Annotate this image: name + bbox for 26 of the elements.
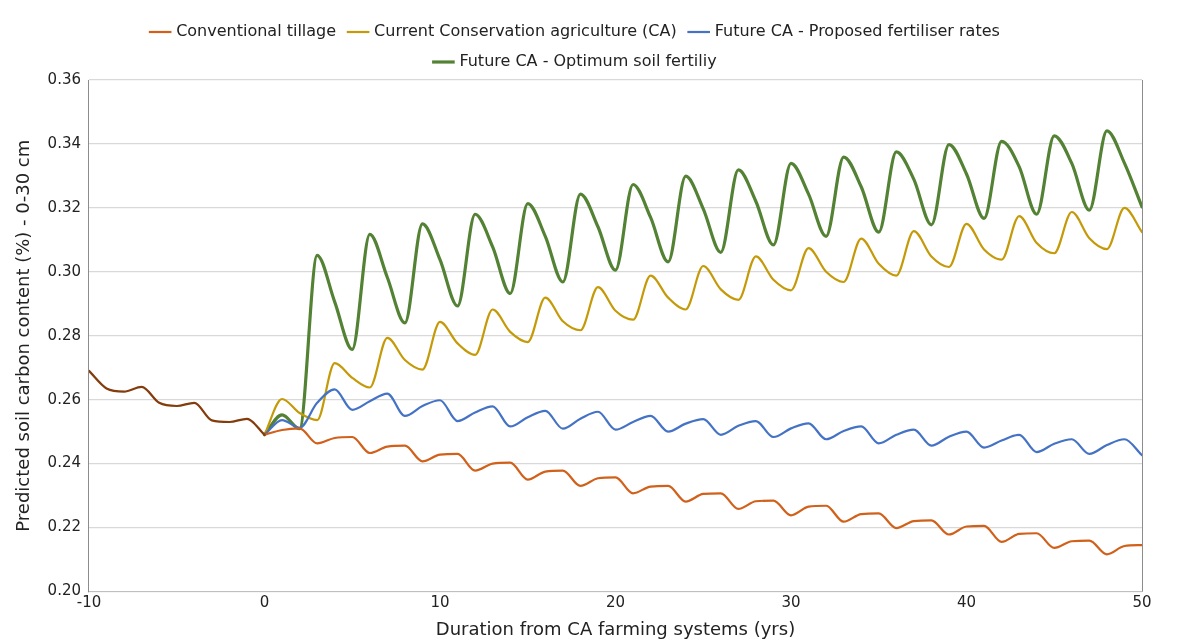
y-tick-label: 0.36 [47, 69, 81, 88]
y-tick-label: 0.30 [47, 261, 81, 280]
x-tick-label: 40 [956, 593, 977, 612]
y-tick-label: 0.20 [47, 581, 81, 600]
line-series [263, 206, 1142, 436]
x-axis-title: Duration from CA farming systems (yrs) [435, 617, 796, 639]
y-tick-label: 0.22 [47, 517, 81, 536]
x-tick-label: 0 [259, 593, 270, 612]
x-tick-label: 10 [430, 593, 450, 612]
y-tick-label: 0.34 [47, 133, 81, 152]
y-tick-label: 0.24 [47, 453, 81, 472]
legend-label: Current Conservation agriculture (CA) [374, 21, 677, 41]
legend-label: Conventional tillage [176, 21, 337, 41]
x-tick-label: 50 [1132, 593, 1152, 612]
line-series [263, 388, 1142, 457]
y-tick-label: 0.32 [47, 197, 81, 216]
line-series [262, 129, 1142, 437]
line-series [89, 369, 266, 436]
legend-label: Future CA - Optimum soil fertiliy [459, 51, 717, 71]
line-series [263, 427, 1142, 556]
legend-label: Future CA - Proposed fertiliser rates [714, 21, 1000, 41]
x-tick-label: 20 [605, 593, 626, 612]
y-axis-title: Predicted soil carbon content (%) - 0-30 cm [12, 139, 34, 532]
y-tick-label: 0.28 [47, 325, 81, 344]
y-tick-label: 0.26 [47, 389, 81, 408]
x-tick-label: 30 [781, 593, 801, 612]
